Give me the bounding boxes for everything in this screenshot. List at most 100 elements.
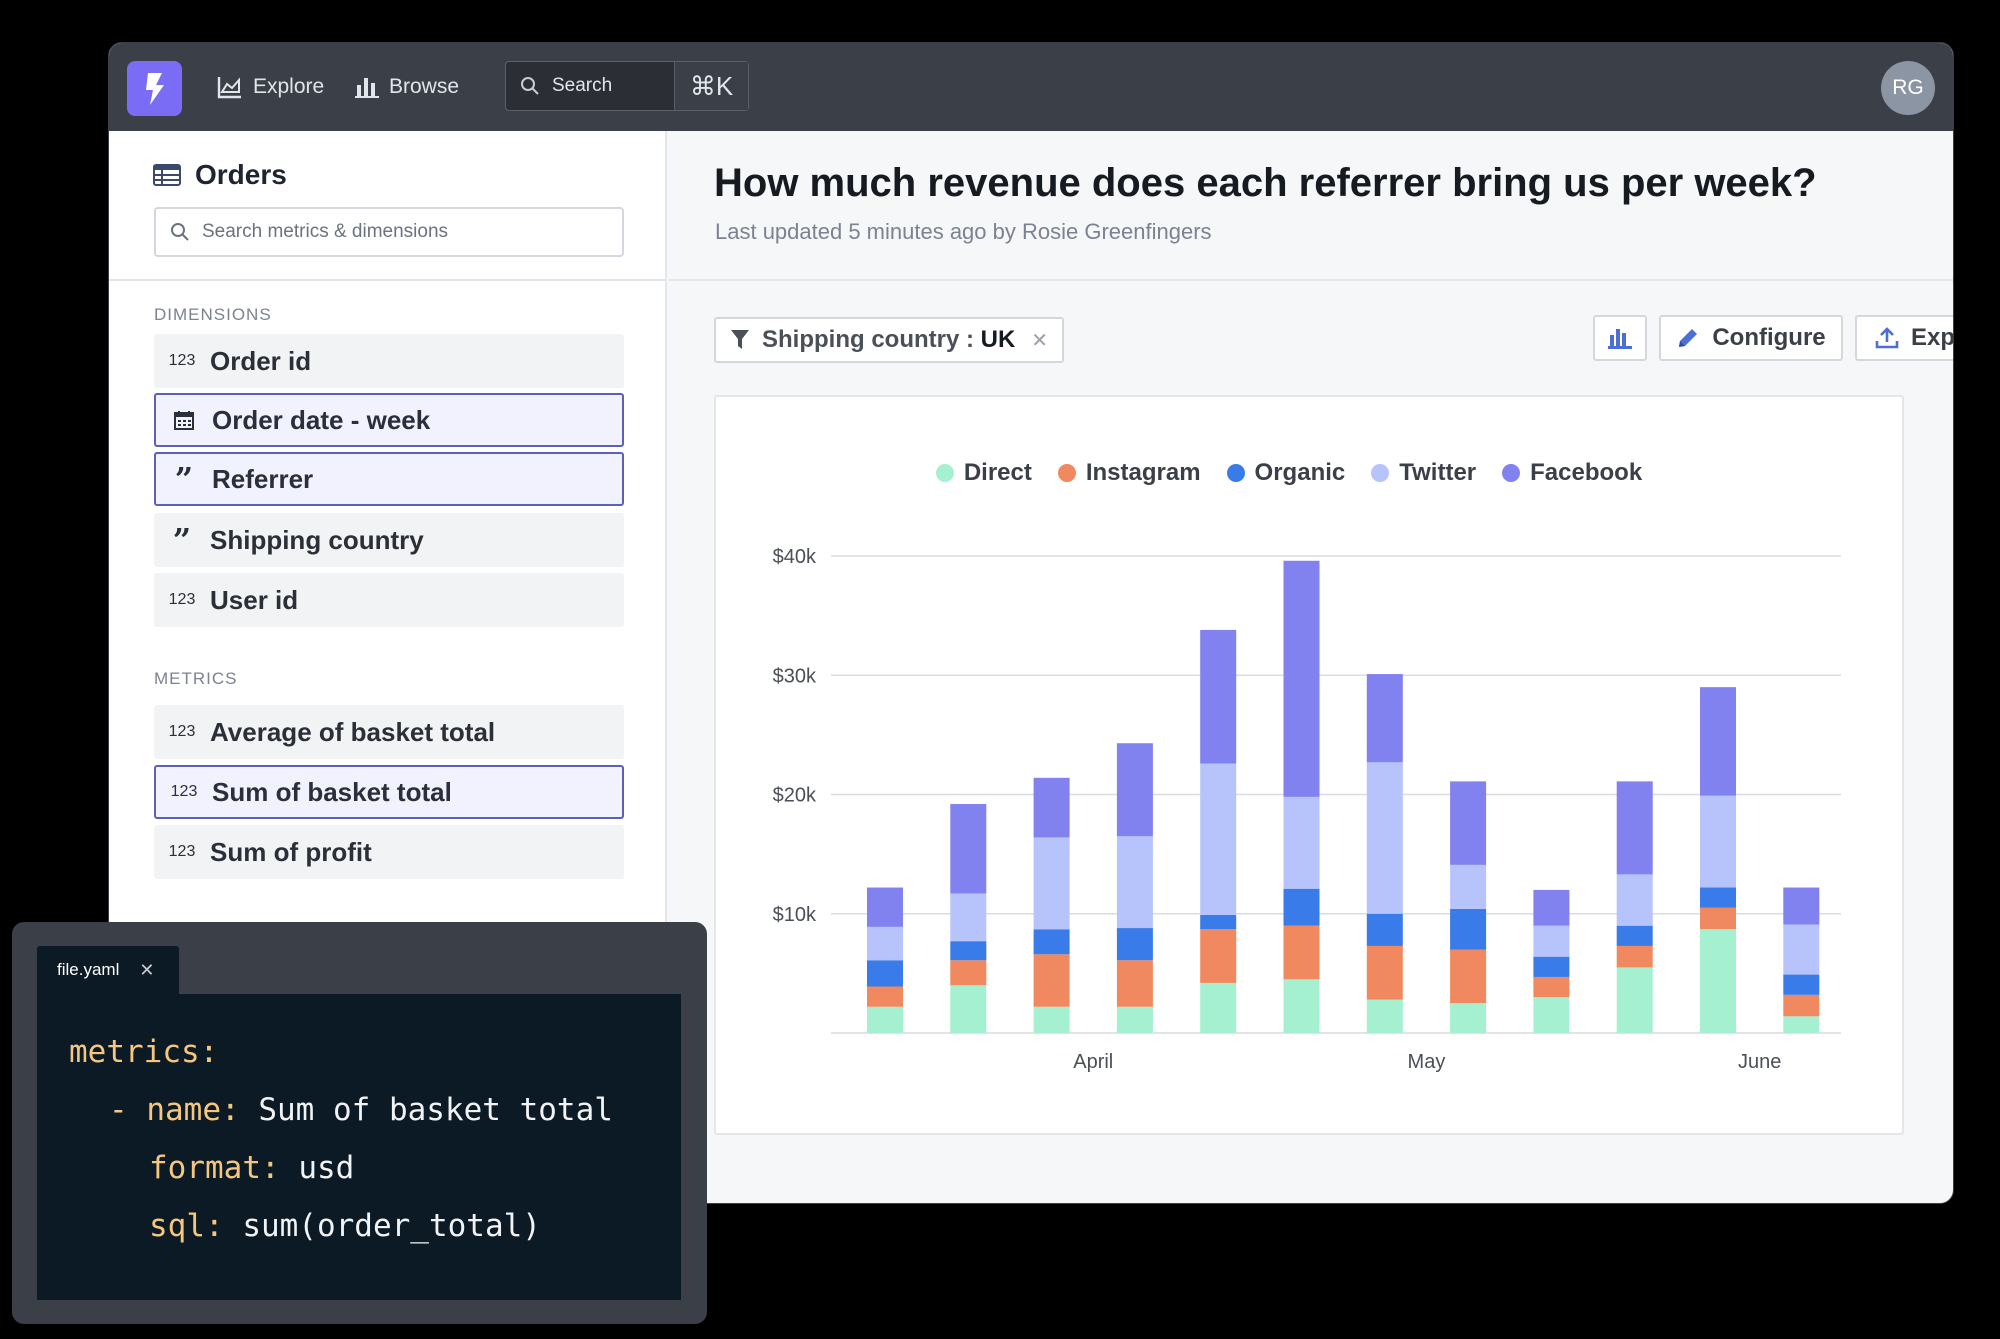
bar-segment-direct[interactable] [1616, 967, 1653, 1033]
bar-segment-direct[interactable] [1533, 997, 1570, 1033]
close-icon[interactable]: ✕ [1031, 329, 1048, 352]
numeric-icon: 123 [168, 352, 196, 369]
bar-segment-organic[interactable] [1033, 929, 1070, 955]
bar-segment-instagram[interactable] [1616, 945, 1653, 968]
dimension-shipping-country[interactable]: ” Shipping country [154, 513, 624, 567]
sidebar-search-input[interactable]: Search metrics & dimensions [154, 207, 624, 257]
bar-segment-twitter[interactable] [1616, 874, 1653, 926]
bar-segment-direct[interactable] [1283, 979, 1320, 1033]
bar-segment-organic[interactable] [867, 960, 903, 987]
export-button[interactable]: Export [1855, 315, 1954, 361]
bar-segment-direct[interactable] [1366, 999, 1403, 1033]
field-label: Order date - week [212, 404, 431, 435]
bar-segment-instagram[interactable] [1283, 925, 1320, 980]
chart-type-button[interactable] [1593, 315, 1647, 361]
bar-segment-direct[interactable] [1200, 982, 1237, 1033]
code-value: usd [279, 1150, 355, 1186]
bar-segment-twitter[interactable] [867, 926, 903, 961]
bar-segment-instagram[interactable] [1116, 960, 1153, 1007]
bar-segment-instagram[interactable] [950, 960, 987, 986]
configure-button[interactable]: Configure [1659, 315, 1843, 361]
app-logo[interactable] [127, 61, 182, 116]
numeric-icon: 123 [168, 591, 196, 608]
dimension-referrer[interactable]: ” Referrer [154, 452, 624, 506]
bar-segment-twitter[interactable] [1700, 795, 1736, 888]
bar-segment-instagram[interactable] [1700, 907, 1736, 930]
bar-segment-facebook[interactable] [1116, 743, 1153, 837]
dimension-user-id[interactable]: 123 User id [154, 573, 624, 627]
bar-segment-twitter[interactable] [1116, 836, 1153, 929]
sidebar-search-placeholder: Search metrics & dimensions [202, 221, 449, 242]
bar-segment-twitter[interactable] [950, 893, 987, 942]
legend-item-organic[interactable]: Organic [1226, 459, 1345, 487]
nav-explore[interactable]: Explore [217, 69, 324, 105]
bar-segment-instagram[interactable] [1533, 976, 1570, 998]
bar-segment-facebook[interactable] [1783, 887, 1820, 925]
filter-chip[interactable]: Shipping country : UK ✕ [714, 317, 1064, 363]
bar-segment-organic[interactable] [1116, 928, 1153, 961]
bar-segment-facebook[interactable] [1533, 889, 1570, 926]
bar-segment-instagram[interactable] [1200, 929, 1237, 983]
bar-segment-direct[interactable] [950, 985, 987, 1033]
bar-segment-twitter[interactable] [1450, 864, 1487, 909]
filter-field: Shipping country : UK [762, 326, 1015, 354]
export-label: Export [1910, 324, 1954, 351]
bar-segment-facebook[interactable] [867, 887, 903, 927]
dimension-order-date-week[interactable]: Order date - week [154, 393, 624, 447]
bar-segment-organic[interactable] [950, 941, 987, 961]
legend-item-direct[interactable]: Direct [935, 459, 1032, 487]
avatar[interactable]: RG [1881, 61, 1935, 115]
bar-segment-direct[interactable] [1033, 1006, 1070, 1033]
bar-segment-twitter[interactable] [1533, 925, 1570, 957]
metric-average-basket-total[interactable]: 123 Average of basket total [154, 705, 624, 759]
dimension-order-id[interactable]: 123 Order id [154, 334, 624, 388]
filter-field-label: Shipping country : [762, 326, 981, 353]
bar-segment-direct[interactable] [1116, 1006, 1153, 1033]
bar-segment-instagram[interactable] [1366, 945, 1403, 1000]
bar-segment-instagram[interactable] [1033, 954, 1070, 1007]
bar-segment-organic[interactable] [1616, 925, 1653, 946]
close-icon[interactable]: ✕ [139, 959, 155, 980]
bar-segment-twitter[interactable] [1366, 762, 1403, 914]
bar-segment-direct[interactable] [867, 1006, 903, 1033]
code-tab[interactable]: file.yaml ✕ [37, 946, 179, 994]
search-icon [171, 223, 189, 241]
bar-segment-organic[interactable] [1200, 914, 1237, 930]
bar-segment-twitter[interactable] [1283, 796, 1320, 889]
field-label: Average of basket total [210, 716, 496, 747]
bar-segment-direct[interactable] [1450, 1003, 1487, 1033]
bar-segment-organic[interactable] [1283, 888, 1320, 926]
code-body[interactable]: metrics: - name: Sum of basket total for… [37, 994, 681, 1300]
bar-segment-facebook[interactable] [1033, 777, 1070, 838]
bar-segment-organic[interactable] [1533, 956, 1570, 977]
bar-segment-twitter[interactable] [1783, 924, 1820, 975]
metric-sum-profit[interactable]: 123 Sum of profit [154, 825, 624, 879]
bar-segment-organic[interactable] [1450, 908, 1487, 950]
bar-segment-organic[interactable] [1700, 887, 1736, 908]
bar-segment-twitter[interactable] [1033, 837, 1070, 930]
bar-segment-facebook[interactable] [1616, 781, 1653, 875]
field-label: Referrer [212, 463, 314, 494]
bar-segment-facebook[interactable] [1283, 560, 1320, 797]
legend-item-twitter[interactable]: Twitter [1371, 459, 1476, 487]
lightning-icon [145, 72, 164, 105]
bar-segment-facebook[interactable] [950, 804, 987, 894]
bar-segment-organic[interactable] [1783, 974, 1820, 995]
bar-segment-instagram[interactable] [1450, 949, 1487, 1004]
bar-segment-instagram[interactable] [867, 986, 903, 1007]
bar-segment-facebook[interactable] [1366, 674, 1403, 763]
bar-segment-instagram[interactable] [1783, 994, 1820, 1017]
bar-segment-twitter[interactable] [1200, 763, 1237, 915]
bar-chart-icon [1608, 329, 1632, 349]
global-search[interactable]: Search ⌘K [505, 61, 749, 111]
nav-browse[interactable]: Browse [355, 69, 459, 105]
bar-segment-facebook[interactable] [1700, 687, 1736, 796]
bar-segment-direct[interactable] [1783, 1016, 1820, 1033]
bar-segment-direct[interactable] [1700, 929, 1736, 1033]
metric-sum-basket-total[interactable]: 123 Sum of basket total [154, 765, 624, 819]
bar-segment-facebook[interactable] [1450, 781, 1487, 865]
legend-item-instagram[interactable]: Instagram [1057, 459, 1201, 487]
bar-segment-facebook[interactable] [1200, 629, 1237, 764]
bar-segment-organic[interactable] [1366, 913, 1403, 946]
legend-item-facebook[interactable]: Facebook [1502, 459, 1642, 487]
